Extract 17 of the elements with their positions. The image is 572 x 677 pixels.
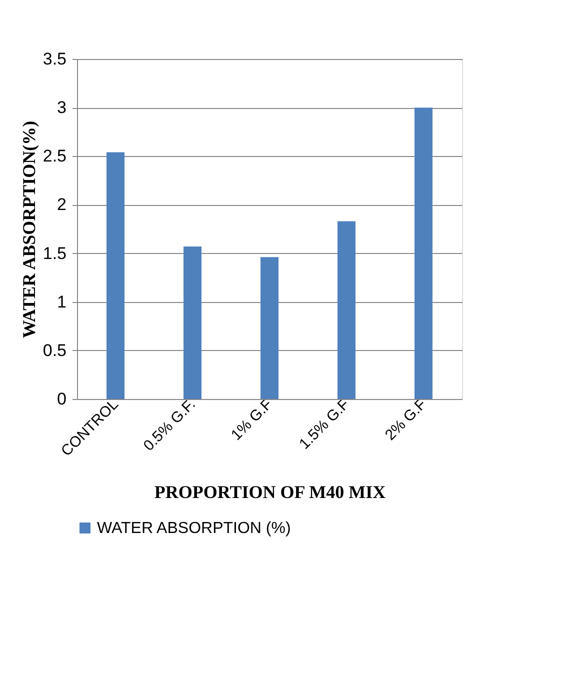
y-tick-label: 2.5 [42, 146, 66, 166]
legend-label: WATER ABSORPTION (%) [97, 520, 291, 537]
bar [338, 221, 356, 399]
x-tick-label: 1% G.F [228, 396, 276, 444]
y-tick-label: 3.5 [42, 50, 66, 68]
bar [260, 257, 278, 399]
bar [184, 246, 202, 399]
bar [106, 152, 124, 399]
y-axis-title: WATER ABSORPTION(%) [18, 120, 39, 338]
y-tick-label: 3 [57, 98, 66, 118]
y-tick-label: 0.5 [42, 340, 66, 360]
x-axis-title: PROPORTION OF M40 MIX [154, 482, 386, 502]
y-tick-label: 1.5 [42, 244, 66, 263]
bar [414, 108, 432, 399]
x-tick-label: 2% G.F [382, 396, 430, 444]
y-tick-label: 2 [57, 195, 66, 214]
y-tick-label: 1 [57, 292, 66, 312]
